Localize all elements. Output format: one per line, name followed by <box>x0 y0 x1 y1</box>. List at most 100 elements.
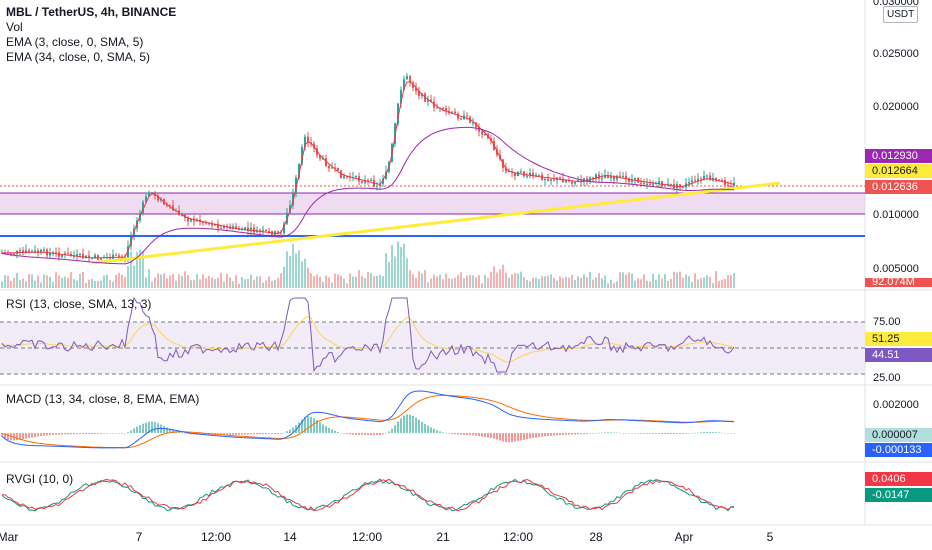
candle-body <box>454 111 456 114</box>
macd-histogram-bar <box>187 433 189 434</box>
candle-body <box>343 176 345 179</box>
candle-body <box>625 175 627 179</box>
candle-body <box>559 177 561 179</box>
candle-body <box>67 253 69 255</box>
macd-histogram-bar <box>70 433 72 435</box>
macd-histogram-bar <box>688 433 690 434</box>
macd-histogram-bar <box>1 433 3 437</box>
candle-body <box>634 177 636 180</box>
volume-bar <box>400 247 402 288</box>
volume-bar <box>376 275 378 288</box>
macd-histogram-bar <box>109 433 111 434</box>
volume-legend[interactable]: Vol <box>6 20 23 34</box>
volume-bar <box>190 280 192 288</box>
volume-bar <box>127 266 129 288</box>
macd-histogram-bar <box>322 424 324 433</box>
macd-histogram-bar <box>460 433 462 435</box>
candle-body <box>202 222 204 224</box>
candle-body <box>223 225 225 229</box>
volume-bar <box>397 241 399 288</box>
volume-bar <box>13 277 15 288</box>
candle-body <box>703 176 705 180</box>
volume-bar <box>493 266 495 288</box>
rvgi-title[interactable]: RVGI (10, 0) <box>6 472 74 486</box>
macd-histogram-bar <box>514 433 516 442</box>
candle-body <box>595 174 597 180</box>
volume-bar <box>1 281 3 288</box>
macd-histogram-bar <box>733 433 735 434</box>
candle-body <box>628 178 630 182</box>
macd-histogram-bar <box>478 433 480 437</box>
macd-histogram-bar <box>274 433 276 435</box>
candle-body <box>445 108 447 111</box>
candle-body <box>544 178 546 181</box>
candle-body <box>646 183 648 185</box>
candle-body <box>466 115 468 117</box>
support-zone <box>0 185 865 215</box>
macd-histogram-bar <box>133 428 135 433</box>
candle-body <box>604 175 606 179</box>
volume-bar <box>307 267 309 288</box>
volume-bar <box>22 278 24 288</box>
rsi-title[interactable]: RSI (13, close, SMA, 13, 3) <box>6 297 152 311</box>
macd-histogram-bar <box>658 433 660 434</box>
volume-bar <box>163 273 165 288</box>
macd-histogram-bar <box>583 433 585 435</box>
candle-body <box>607 175 609 179</box>
volume-bar <box>517 273 519 288</box>
candle-body <box>172 205 174 211</box>
macd-histogram-bar <box>313 418 315 433</box>
candle-body <box>616 175 618 180</box>
candle-body <box>637 177 639 183</box>
rsi-pane <box>0 296 865 375</box>
macd-histogram-bar <box>718 432 720 433</box>
volume-bar <box>691 282 693 288</box>
candle-body <box>190 218 192 222</box>
candle-body <box>301 147 303 164</box>
currency-button[interactable]: USDT <box>883 6 919 23</box>
macd-title[interactable]: MACD (13, 34, close, 8, EMA, EMA) <box>6 392 200 406</box>
macd-histogram-bar <box>403 415 405 433</box>
volume-bar <box>391 244 393 288</box>
macd-histogram-bar <box>256 433 258 435</box>
volume-bar <box>244 279 246 288</box>
macd-histogram-bar <box>565 433 567 435</box>
volume-bar <box>403 243 405 288</box>
symbol-title[interactable]: MBL / TetherUS, 4h, BINANCE <box>6 5 177 19</box>
volume-bar <box>445 273 447 288</box>
price-tick: 0.020000 <box>873 101 919 113</box>
macd-histogram-bar <box>202 433 204 435</box>
macd-histogram-bar <box>58 433 60 435</box>
macd-histogram-bar <box>517 433 519 442</box>
volume-bar <box>208 275 210 288</box>
macd-histogram-bar <box>652 433 654 434</box>
candle-body <box>298 163 300 178</box>
volume-bar <box>181 275 183 288</box>
volume-bar <box>367 272 369 288</box>
candle-body <box>691 180 693 183</box>
volume-bar <box>727 275 729 288</box>
candle-body <box>484 134 486 136</box>
ema-fast-legend[interactable]: EMA (3, close, 0, SMA, 5) <box>6 35 144 49</box>
macd-histogram-bar <box>430 427 432 433</box>
ema-slow-legend[interactable]: EMA (34, close, 0, SMA, 5) <box>6 50 151 64</box>
volume-bar <box>415 277 417 288</box>
volume-bar <box>346 283 348 288</box>
macd-histogram-bar <box>457 433 459 435</box>
candle-body <box>385 171 387 179</box>
volume-bar <box>661 278 663 288</box>
volume-bar <box>418 271 420 288</box>
macd-histogram-bar <box>523 433 525 440</box>
macd-histogram-bar <box>346 433 348 435</box>
macd-histogram-bar <box>490 433 492 438</box>
time-tick: Mar <box>0 530 19 544</box>
volume-bar <box>265 280 267 288</box>
volume-bar <box>685 274 687 288</box>
volume-bar <box>316 274 318 288</box>
volume-bar <box>370 273 372 288</box>
price-tick: 0.025000 <box>873 48 919 60</box>
macd-histogram-bar <box>88 433 90 435</box>
volume-bar <box>223 281 225 288</box>
macd-histogram-bar <box>358 433 360 435</box>
